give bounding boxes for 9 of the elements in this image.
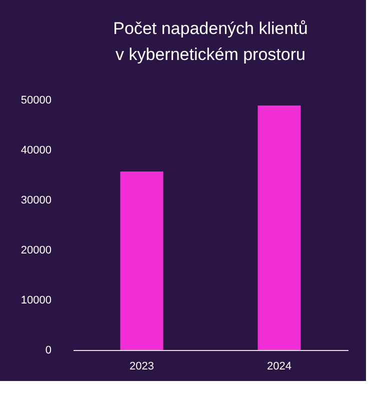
y-tick-label: 20000 [20, 244, 52, 256]
x-tick-label: 2023 [130, 360, 154, 372]
y-tick-label: 50000 [20, 94, 52, 106]
y-tick-label: 10000 [20, 294, 52, 306]
y-tick-label: 0 [45, 344, 52, 356]
y-tick-label: 40000 [20, 144, 52, 156]
chart-title: Počet napadených klientů v kybernetickém prostoru [113, 19, 308, 64]
y-tick-label: 30000 [20, 194, 52, 206]
x-tick-label: 2024 [267, 360, 292, 372]
